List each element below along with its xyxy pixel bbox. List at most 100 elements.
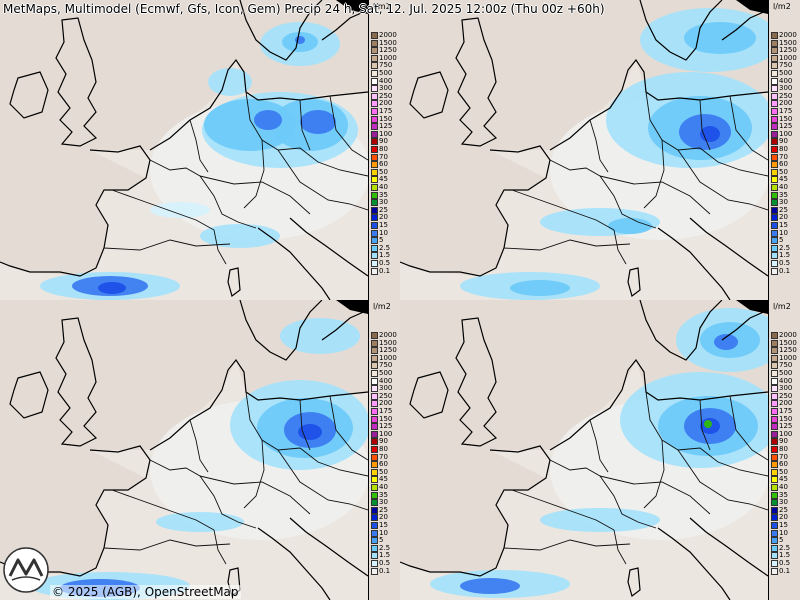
- legend-item: 500: [771, 69, 800, 77]
- map-panel-bottom-left[interactable]: l/m2 2000 1500 1250 1000 750 500 400 300 250 200 17…: [0, 300, 400, 600]
- country-border: [329, 95, 368, 161]
- legend-swatch: [371, 92, 378, 100]
- legend-swatch: [371, 184, 378, 191]
- legend-label: 1500: [379, 38, 397, 47]
- legend-item: 0.5: [771, 259, 800, 267]
- legend-label: 25: [779, 205, 788, 214]
- legend-item: 2000: [371, 31, 400, 39]
- legend-label: 125: [779, 122, 793, 131]
- coastline: [455, 17, 498, 147]
- legend-item: 200: [371, 99, 400, 108]
- country-border: [245, 391, 368, 477]
- legend-label: 25: [379, 205, 388, 214]
- precip-cell: [700, 126, 720, 142]
- country-border: [503, 239, 631, 251]
- coastline: [55, 17, 98, 147]
- legend-swatch: [371, 430, 378, 438]
- legend-item: 400: [371, 376, 400, 385]
- legend-swatch: [371, 499, 378, 507]
- legend-swatch: [771, 423, 778, 431]
- legend-swatch: [771, 244, 778, 252]
- legend-swatch: [771, 514, 778, 522]
- legend-item: 1500: [771, 39, 800, 47]
- legend-label: 80: [779, 445, 788, 453]
- legend-label: 1250: [779, 46, 797, 55]
- legend-swatch: [771, 339, 778, 347]
- precip-map: [0, 0, 368, 300]
- legend-swatch: [771, 453, 778, 461]
- dark-corner: [336, 0, 368, 14]
- legend-label: 40: [379, 483, 388, 491]
- legend-item: 30: [771, 198, 800, 207]
- legend-item: 35: [771, 191, 800, 199]
- legend-swatch: [771, 222, 778, 229]
- legend-item: 200: [771, 99, 800, 108]
- legend-item: 40: [371, 483, 400, 491]
- legend-swatch: [771, 567, 778, 575]
- map-panel-top-right[interactable]: l/m2 2000 1500 1250 1000 750 500 400 300 250 200 17…: [400, 0, 800, 300]
- legend-item: 15: [371, 221, 400, 229]
- legend-swatch: [771, 484, 778, 491]
- country-border: [677, 149, 768, 211]
- legend-label: 150: [779, 114, 793, 123]
- legend-item: 50: [771, 168, 800, 176]
- legend-label: 30: [779, 498, 788, 507]
- legend-label: 35: [379, 490, 388, 499]
- legend-label: 0.5: [379, 259, 391, 267]
- legend-label: 50: [379, 167, 388, 176]
- legend-label: 30: [379, 198, 388, 207]
- legend-swatch: [371, 161, 378, 169]
- map-panel-top-left[interactable]: l/m2 2000 1500 1250 1000 750 500 400 300 250 200 17…: [0, 0, 400, 300]
- legend-item: 10: [771, 529, 800, 537]
- legend-item: 0.5: [371, 559, 400, 567]
- legend-swatch: [771, 130, 778, 138]
- legend-label: 20: [779, 513, 788, 522]
- legend-label: 750: [379, 361, 393, 370]
- legend-label: 100: [779, 129, 793, 138]
- legend-item: 90: [771, 437, 800, 446]
- country-border: [599, 175, 711, 215]
- legend-swatch: [771, 267, 778, 275]
- legend-swatch: [371, 362, 378, 370]
- coastline: [549, 58, 768, 151]
- legend-swatch: [371, 537, 378, 545]
- legend-item: 125: [771, 122, 800, 131]
- map-panel-bottom-right[interactable]: l/m2 2000 1500 1250 1000 750 500 400 300 250 200 17…: [400, 300, 800, 600]
- legend-swatch: [371, 468, 378, 476]
- legend-label: 500: [379, 69, 393, 77]
- coastline: [9, 371, 49, 419]
- country-border: [299, 99, 311, 151]
- legend-label: 400: [379, 376, 393, 385]
- legend-item: 10: [371, 229, 400, 237]
- legend-item: 35: [771, 491, 800, 499]
- legend-label: 0.5: [779, 559, 791, 567]
- legend-label: 0.1: [779, 566, 791, 575]
- legend-item: 750: [371, 361, 400, 370]
- legend-label: 2000: [779, 331, 797, 339]
- legend-item: 90: [371, 137, 400, 146]
- country-border: [613, 229, 627, 265]
- color-legend: l/m2 2000 1500 1250 1000 750 500 400 300 250 200 17…: [368, 0, 400, 300]
- country-border: [111, 189, 215, 231]
- legend-label: 175: [379, 407, 393, 415]
- legend-item: 200: [371, 399, 400, 408]
- coastline: [257, 227, 331, 300]
- legend-item: 150: [371, 115, 400, 123]
- legend-swatch: [771, 370, 778, 377]
- legend-label: 2.5: [779, 543, 791, 552]
- legend-item: 250: [371, 392, 400, 400]
- precip-map: [400, 300, 768, 600]
- country-border: [189, 419, 209, 473]
- legend-swatch: [371, 267, 378, 275]
- legend-swatch: [371, 229, 378, 237]
- legend-swatch: [771, 214, 778, 222]
- legend-label: 100: [379, 429, 393, 438]
- coastline: [689, 517, 768, 577]
- legend-swatch: [771, 229, 778, 237]
- legend-swatch: [371, 237, 378, 245]
- coastline: [639, 0, 723, 61]
- legend-swatch: [771, 146, 778, 153]
- legend-label: 2000: [379, 31, 397, 39]
- legend-item: 2.5: [771, 244, 800, 252]
- legend-swatch: [371, 400, 378, 408]
